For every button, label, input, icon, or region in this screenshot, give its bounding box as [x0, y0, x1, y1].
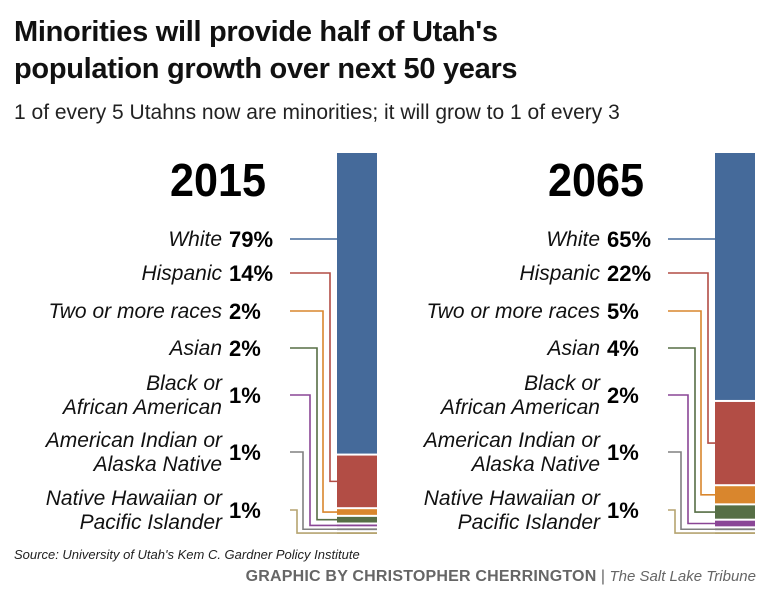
bar-segment	[715, 401, 755, 485]
bar-segment	[337, 516, 377, 523]
title-line-1: Minorities will provide half of Utah's	[14, 16, 498, 48]
category-label: Alaska Native	[92, 453, 222, 476]
bar-segment	[715, 153, 755, 400]
category-label: Hispanic	[519, 262, 600, 285]
leader-line	[290, 394, 337, 527]
value-label: 2%	[229, 336, 261, 361]
category-label: Native Hawaiian or	[424, 487, 601, 510]
leader-line	[668, 272, 715, 444]
leader-line	[668, 451, 715, 531]
category-label: Native Hawaiian or	[46, 487, 223, 510]
category-label: Two or more races	[427, 300, 601, 323]
value-label: 5%	[607, 299, 639, 324]
bar-segment	[337, 455, 377, 508]
category-label: Pacific Islander	[80, 511, 223, 534]
value-label: 65%	[607, 227, 651, 252]
value-label: 1%	[607, 440, 639, 465]
title-line-2: population growth over next 50 years	[14, 53, 518, 85]
bar-segment	[337, 509, 377, 515]
value-label: 2%	[607, 383, 639, 408]
category-label: Hispanic	[141, 262, 222, 285]
category-label: Two or more races	[49, 300, 223, 323]
category-label: Asian	[545, 337, 600, 360]
leader-line	[290, 451, 337, 531]
leader-line	[290, 272, 337, 483]
category-label: African American	[61, 396, 222, 419]
bar-segment	[337, 532, 377, 534]
credit-line: GRAPHIC BY CHRISTOPHER CHERRINGTON | The…	[246, 568, 756, 586]
category-label: Asian	[167, 337, 222, 360]
bar-segment	[715, 486, 755, 504]
leader-line	[290, 509, 337, 534]
value-label: 1%	[607, 498, 639, 523]
leader-line	[290, 347, 337, 521]
value-label: 4%	[607, 336, 639, 361]
category-label: Black or	[524, 372, 601, 395]
category-label: Pacific Islander	[458, 511, 601, 534]
category-label: American Indian or	[44, 429, 223, 452]
bar-segment	[337, 153, 377, 454]
chart-subtitle: 1 of every 5 Utahns now are minorities; …	[14, 101, 620, 124]
category-label: Black or	[146, 372, 223, 395]
bar-segment	[715, 520, 755, 527]
source-note: Source: University of Utah's Kem C. Gard…	[14, 547, 360, 562]
leader-line	[668, 394, 715, 525]
value-label: 1%	[229, 383, 261, 408]
leader-line	[290, 310, 337, 513]
value-label: 14%	[229, 261, 273, 286]
leader-line	[668, 310, 715, 496]
value-label: 1%	[229, 498, 261, 523]
year-heading: 2065	[548, 154, 644, 206]
bar-segment	[715, 532, 755, 534]
value-label: 2%	[229, 299, 261, 324]
publisher: The Salt Lake Tribune	[609, 568, 756, 585]
leader-line	[668, 509, 715, 534]
category-label: White	[546, 228, 600, 251]
leader-line	[668, 347, 715, 513]
category-label: African American	[439, 396, 600, 419]
bar-segment	[715, 505, 755, 519]
value-label: 79%	[229, 227, 273, 252]
year-heading: 2015	[170, 154, 266, 206]
value-label: 22%	[607, 261, 651, 286]
category-label: Alaska Native	[470, 453, 600, 476]
chart-title: Minorities will provide half of Utah's p…	[14, 14, 518, 88]
bar-segment	[715, 528, 755, 531]
bar-segment	[337, 528, 377, 531]
category-label: White	[168, 228, 222, 251]
separator: |	[600, 568, 606, 585]
value-label: 1%	[229, 440, 261, 465]
category-label: American Indian or	[422, 429, 601, 452]
credit: GRAPHIC BY CHRISTOPHER CHERRINGTON	[245, 568, 597, 585]
bar-segment	[337, 524, 377, 527]
